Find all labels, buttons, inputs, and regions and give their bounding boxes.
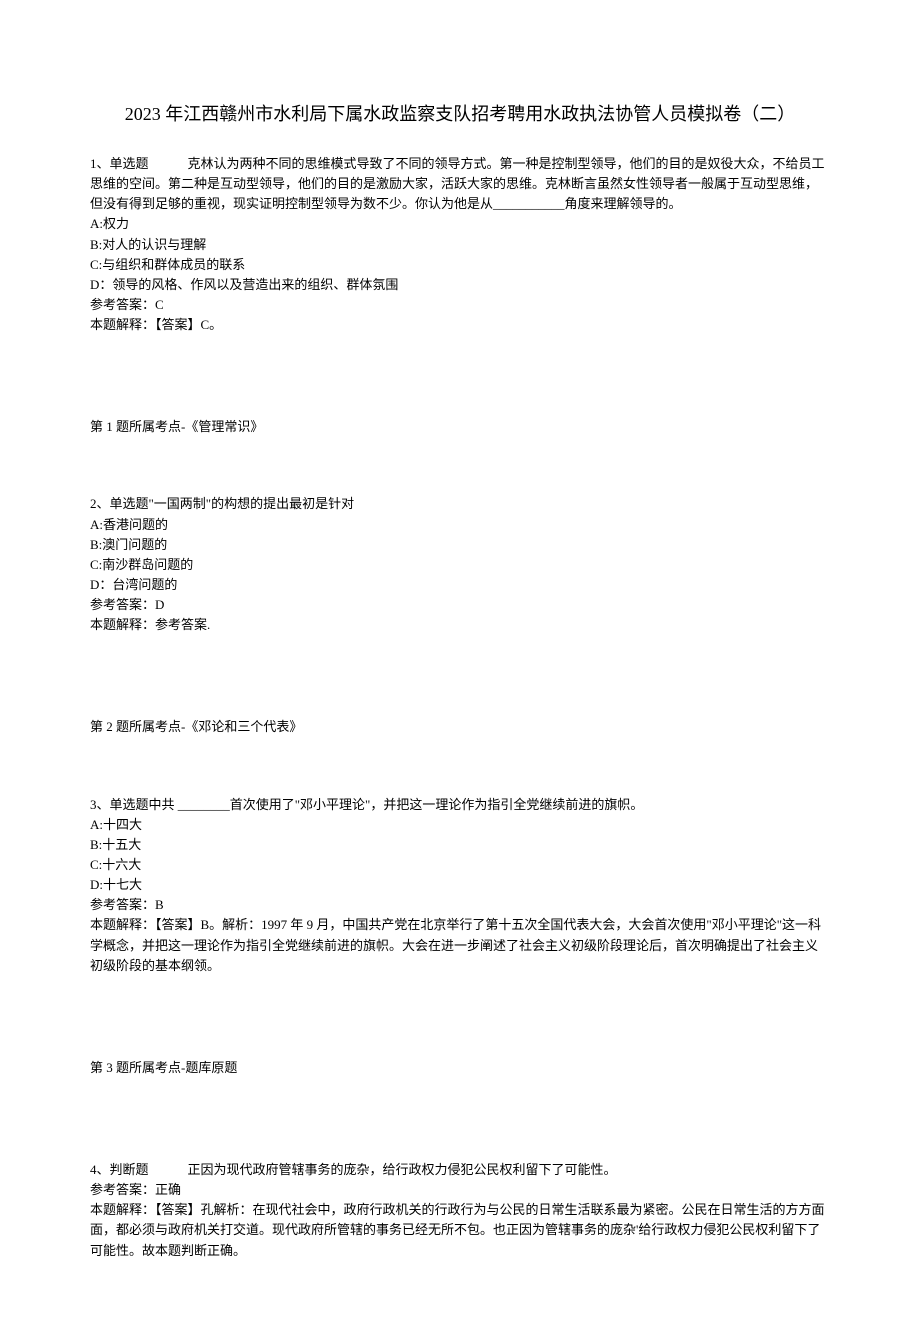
q4-stem: 4、判断题 正因为现代政府管辖事务的庞杂，给行政权力侵犯公民权利留下了可能性。 <box>90 1160 830 1180</box>
question-3: 3、单选题中共 ________首次使用了"邓小平理论"，并把这一理论作为指引全… <box>90 795 830 976</box>
q2-option-a: A:香港问题的 <box>90 515 830 535</box>
q2-answer: 参考答案：D <box>90 595 830 615</box>
q3-option-d: D:十七大 <box>90 875 830 895</box>
q3-option-a: A:十四大 <box>90 815 830 835</box>
q1-option-a: A:权力 <box>90 214 830 234</box>
q1-topic: 第 1 题所属考点-《管理常识》 <box>90 417 830 437</box>
q1-option-c: C:与组织和群体成员的联系 <box>90 255 830 275</box>
spacer <box>90 347 830 417</box>
q3-explanation: 本题解释：【答案】B。解析：1997 年 9 月，中国共产党在北京举行了第十五次… <box>90 915 830 975</box>
q1-stem: 1、单选题 克林认为两种不同的思维模式导致了不同的领导方式。第一种是控制型领导，… <box>90 154 830 214</box>
spacer <box>90 647 830 717</box>
question-4: 4、判断题 正因为现代政府管辖事务的庞杂，给行政权力侵犯公民权利留下了可能性。 … <box>90 1160 830 1261</box>
q1-option-d: D：领导的风格、作风以及营造出来的组织、群体氛围 <box>90 275 830 295</box>
q3-option-b: B:十五大 <box>90 835 830 855</box>
q4-explanation: 本题解释：【答案】孔解析：在现代社会中，政府行政机关的行政行为与公民的日常生活联… <box>90 1200 830 1260</box>
q2-explanation: 本题解释：参考答案. <box>90 615 830 635</box>
q4-answer: 参考答案：正确 <box>90 1180 830 1200</box>
q1-option-b: B:对人的认识与理解 <box>90 235 830 255</box>
spacer <box>90 750 830 795</box>
q1-explanation: 本题解释：【答案】C。 <box>90 315 830 335</box>
question-1: 1、单选题 克林认为两种不同的思维模式导致了不同的领导方式。第一种是控制型领导，… <box>90 154 830 335</box>
question-2: 2、单选题"一国两制"的构想的提出最初是针对 A:香港问题的 B:澳门问题的 C… <box>90 494 830 635</box>
q2-option-b: B:澳门问题的 <box>90 535 830 555</box>
spacer <box>90 988 830 1058</box>
q2-topic: 第 2 题所属考点-《邓论和三个代表》 <box>90 717 830 737</box>
q3-answer: 参考答案：B <box>90 895 830 915</box>
spacer <box>90 449 830 494</box>
q2-stem: 2、单选题"一国两制"的构想的提出最初是针对 <box>90 494 830 514</box>
q3-topic: 第 3 题所属考点-题库原题 <box>90 1058 830 1078</box>
document-page: 2023 年江西赣州市水利局下属水政监察支队招考聘用水政执法协管人员模拟卷（二）… <box>0 0 920 1333</box>
q3-stem: 3、单选题中共 ________首次使用了"邓小平理论"，并把这一理论作为指引全… <box>90 795 830 815</box>
q2-option-d: D：台湾问题的 <box>90 575 830 595</box>
q1-answer: 参考答案：C <box>90 295 830 315</box>
spacer <box>90 1090 830 1160</box>
document-title: 2023 年江西赣州市水利局下属水政监察支队招考聘用水政执法协管人员模拟卷（二） <box>90 100 830 126</box>
q3-option-c: C:十六大 <box>90 855 830 875</box>
q2-option-c: C:南沙群岛问题的 <box>90 555 830 575</box>
